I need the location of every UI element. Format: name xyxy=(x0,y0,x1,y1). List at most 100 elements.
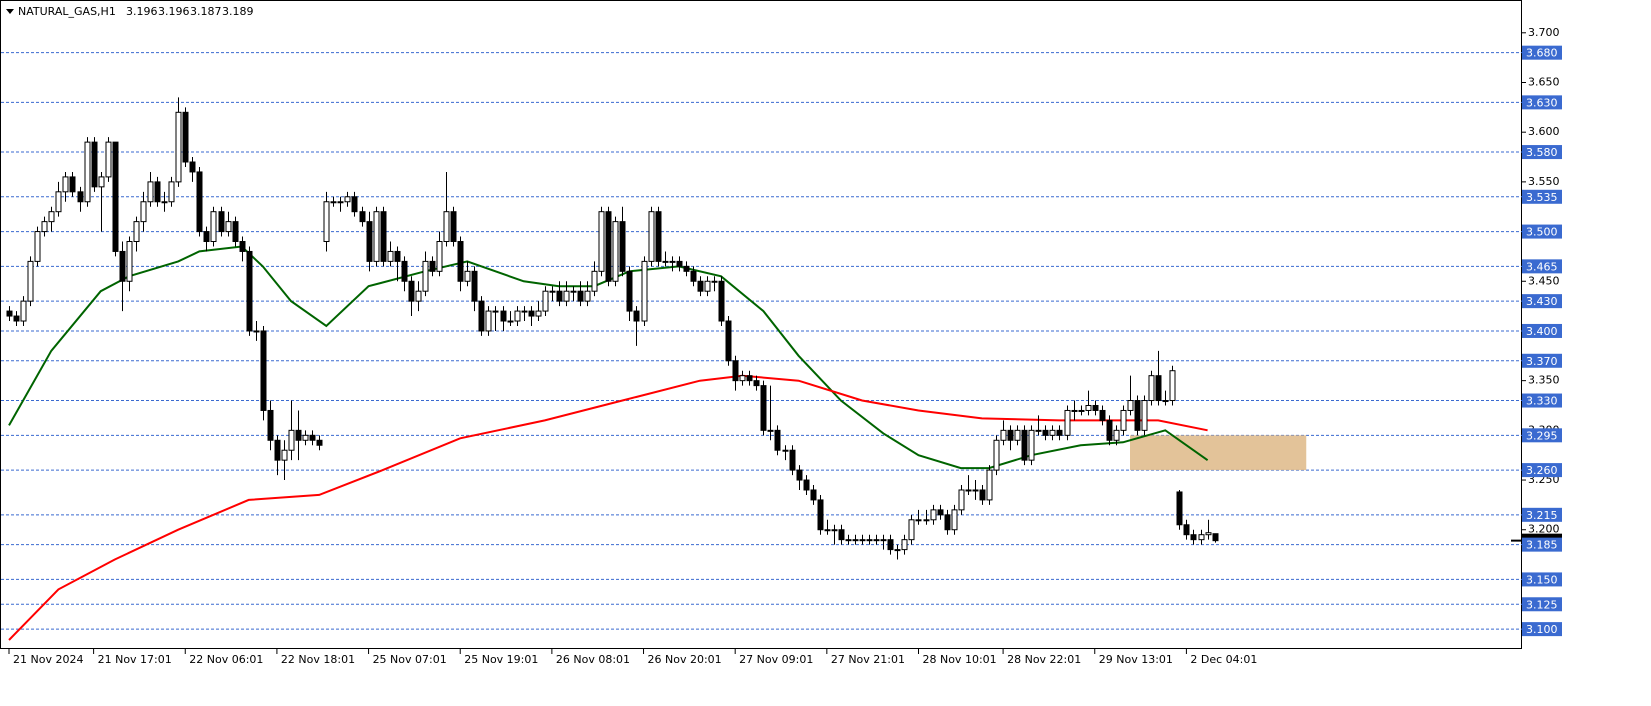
candle-body xyxy=(232,221,239,243)
candle-body xyxy=(655,211,662,262)
candle-body xyxy=(401,260,408,282)
candle-body xyxy=(1120,409,1127,431)
candle-body xyxy=(281,449,288,461)
candle-body xyxy=(725,320,732,362)
level-box xyxy=(1522,537,1562,552)
candle-body xyxy=(1106,419,1113,441)
candle-body xyxy=(605,211,612,282)
candle-body xyxy=(161,201,168,204)
candle-body xyxy=(344,196,351,203)
candle-body xyxy=(394,250,401,262)
x-tick-label: 26 Nov 20:01 xyxy=(648,653,722,666)
level-box xyxy=(1522,294,1562,309)
candle-body xyxy=(1092,404,1099,411)
level-label: 3.150 xyxy=(1526,573,1558,586)
candle-body xyxy=(732,360,739,382)
candle-body xyxy=(77,191,84,203)
candle-body xyxy=(316,439,323,446)
header: NATURAL_GAS,H1 3.196 3.196 3.187 3.189 xyxy=(6,5,254,18)
level-label: 3.680 xyxy=(1526,47,1558,60)
zone xyxy=(1130,435,1307,471)
candle-body xyxy=(450,211,457,243)
candle-body xyxy=(422,260,429,292)
candle-body xyxy=(295,429,302,441)
open: 3.196 xyxy=(126,5,158,18)
candle-body xyxy=(20,300,27,322)
candle-body xyxy=(824,529,831,532)
x-tick-label: 2 Dec 04:01 xyxy=(1190,653,1257,666)
candle-body xyxy=(48,211,55,223)
y-tick-label: 3.350 xyxy=(1528,374,1560,387)
candle-body xyxy=(704,280,711,292)
candle-body xyxy=(41,221,48,233)
candle-body xyxy=(34,231,41,262)
candle-body xyxy=(274,439,281,461)
candle-body xyxy=(373,211,380,262)
candle-body xyxy=(1000,429,1007,441)
level-box xyxy=(1522,507,1562,522)
candle-body xyxy=(55,191,62,213)
candle-body xyxy=(887,539,894,551)
x-tick-label: 25 Nov 19:01 xyxy=(464,653,538,666)
candle-body xyxy=(810,489,817,501)
candle-body xyxy=(958,489,965,511)
candle-body xyxy=(563,290,570,302)
level-label: 3.430 xyxy=(1526,295,1558,308)
candle-body xyxy=(556,290,563,302)
candle-body xyxy=(140,201,147,223)
level-label: 3.580 xyxy=(1526,146,1558,159)
high: 3.196 xyxy=(158,5,190,18)
candle-body xyxy=(901,539,908,551)
candle-body xyxy=(965,489,972,492)
x-tick-label: 22 Nov 06:01 xyxy=(189,653,263,666)
candle-body xyxy=(542,290,549,312)
level-label: 3.400 xyxy=(1526,325,1558,338)
candle-body xyxy=(1085,404,1092,411)
candle-body xyxy=(98,176,105,188)
candle-body xyxy=(478,300,485,332)
level-label: 3.535 xyxy=(1526,191,1558,204)
level-box xyxy=(1522,189,1562,204)
candle-body xyxy=(464,270,471,282)
candle-body xyxy=(351,196,358,213)
candle-body xyxy=(838,529,845,541)
candle-body xyxy=(1049,429,1056,436)
candle-body xyxy=(1205,532,1212,536)
candle-body xyxy=(1007,429,1014,441)
candle-body xyxy=(147,181,154,203)
candle-body xyxy=(260,330,267,411)
candle-body xyxy=(535,310,542,317)
candle-body xyxy=(577,290,584,302)
candle-body xyxy=(218,211,225,233)
candle-body xyxy=(767,429,774,432)
candle-body xyxy=(175,111,182,183)
level-label: 3.500 xyxy=(1526,226,1558,239)
candle-body xyxy=(718,280,725,322)
candle-body xyxy=(112,141,119,252)
candle-body xyxy=(951,509,958,531)
candle-body xyxy=(937,509,944,516)
candle-body xyxy=(521,310,528,313)
level-box xyxy=(1522,393,1562,408)
candle-body xyxy=(196,171,203,233)
candle-body xyxy=(789,449,796,471)
candle-body xyxy=(408,280,415,302)
candle-body xyxy=(584,290,591,302)
candle-body xyxy=(894,549,901,552)
level-box xyxy=(1522,572,1562,587)
level-label: 3.215 xyxy=(1526,509,1558,522)
candle-body xyxy=(662,260,669,263)
level-label: 3.370 xyxy=(1526,355,1558,368)
level-box xyxy=(1522,145,1562,160)
y-tick-label: 3.700 xyxy=(1528,26,1560,39)
candle-body xyxy=(859,539,866,542)
candle-body xyxy=(429,260,436,272)
candle-body xyxy=(1014,429,1021,441)
candle-body xyxy=(288,429,295,451)
candle-body xyxy=(1183,524,1190,536)
candle-body xyxy=(154,181,161,203)
candle-body xyxy=(1028,429,1035,461)
x-tick-label: 28 Nov 10:01 xyxy=(922,653,996,666)
